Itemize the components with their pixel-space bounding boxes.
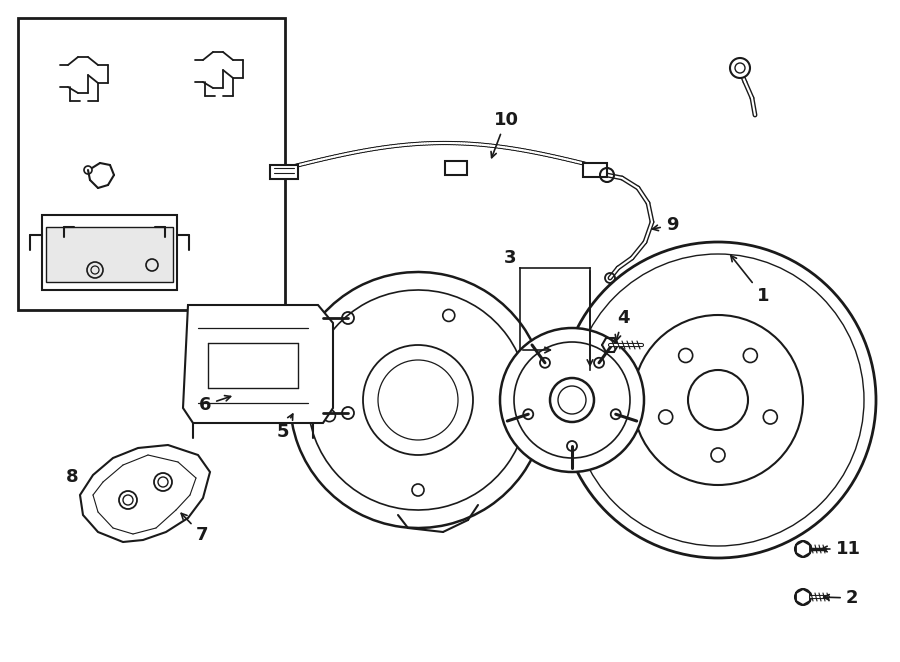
Bar bbox=[270, 165, 298, 179]
Bar bbox=[46, 227, 173, 282]
Bar bbox=[445, 161, 467, 175]
Text: 7: 7 bbox=[181, 513, 208, 544]
Text: 11: 11 bbox=[822, 540, 860, 558]
Polygon shape bbox=[80, 445, 210, 542]
Polygon shape bbox=[183, 305, 333, 423]
Circle shape bbox=[500, 328, 644, 472]
Circle shape bbox=[560, 242, 876, 558]
Text: 4: 4 bbox=[616, 309, 629, 340]
Bar bbox=[42, 215, 177, 290]
Text: 9: 9 bbox=[652, 216, 679, 234]
Text: 5: 5 bbox=[277, 414, 292, 441]
Text: 10: 10 bbox=[491, 111, 518, 158]
Bar bbox=[583, 163, 607, 177]
Text: 3: 3 bbox=[504, 249, 517, 267]
Bar bbox=[18, 18, 285, 310]
Text: 1: 1 bbox=[731, 256, 770, 305]
Text: 2: 2 bbox=[824, 589, 859, 607]
Circle shape bbox=[795, 589, 811, 605]
Text: 6: 6 bbox=[199, 396, 230, 414]
Circle shape bbox=[730, 58, 750, 78]
Text: 8: 8 bbox=[66, 468, 78, 486]
Circle shape bbox=[795, 541, 811, 557]
